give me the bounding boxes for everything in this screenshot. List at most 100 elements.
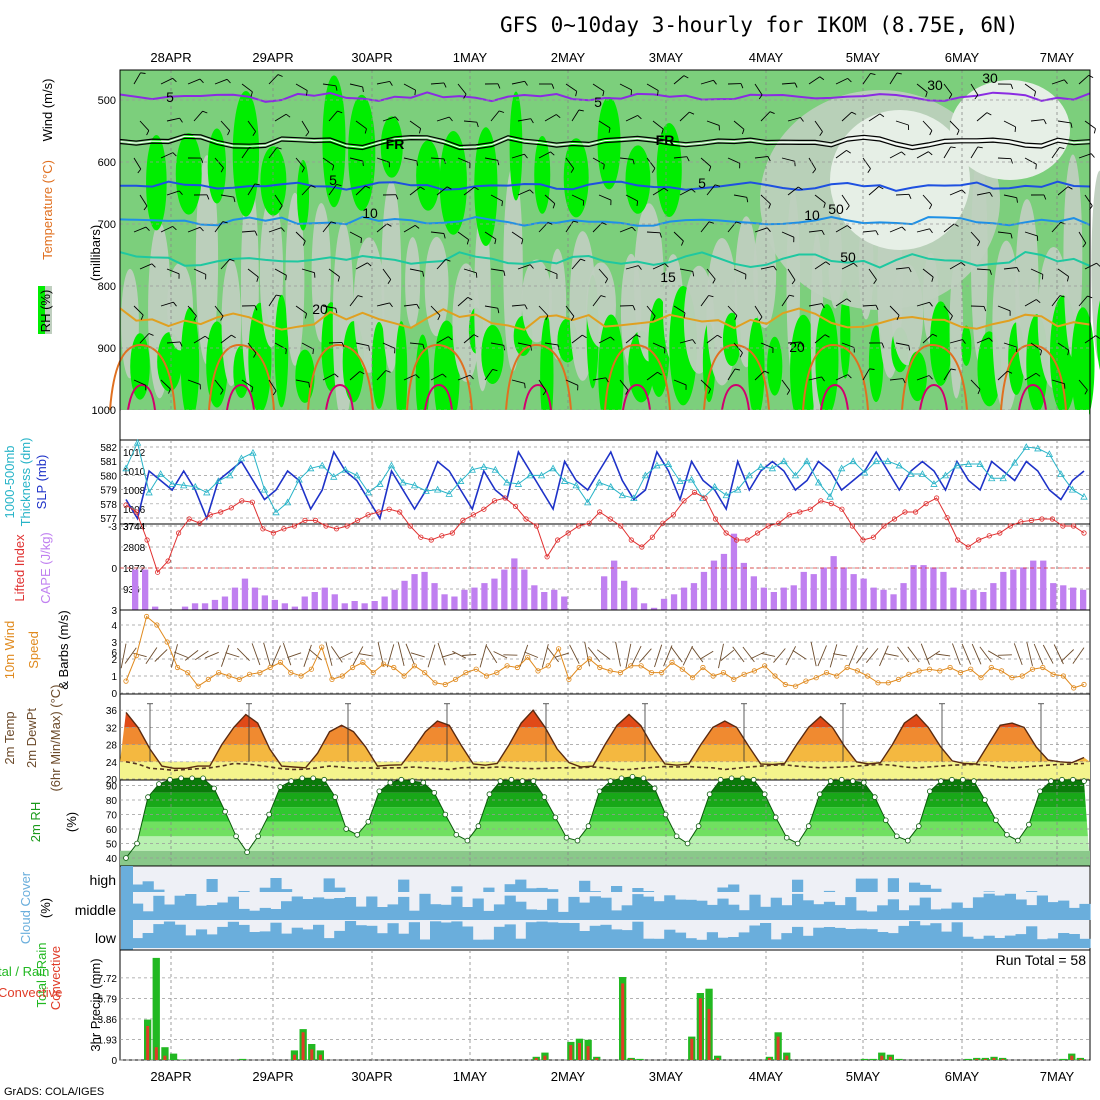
upper-wind-barb — [193, 110, 203, 122]
upper-wind-barb — [295, 231, 306, 242]
upper-tick-1000: 1000 — [92, 405, 116, 417]
cloud-cell-low — [1015, 934, 1027, 948]
upper-wind-barb-flag — [341, 342, 345, 348]
upper-wind-barb — [673, 231, 684, 242]
cloud-cell-middle — [568, 896, 580, 920]
cloud-cell-middle — [1079, 903, 1091, 920]
wind10-speed-point — [391, 664, 397, 671]
cloud-cell-high — [642, 891, 655, 892]
upper-wind-barb-flag — [1016, 197, 1018, 203]
upper-wind-barb — [1078, 74, 1090, 85]
contour-hot-dome-3 — [424, 383, 453, 411]
upper-wind-barb-flag — [962, 339, 966, 344]
cloud-cell-middle — [898, 910, 910, 920]
wind10-speed-point — [1009, 675, 1015, 681]
wind10-barb — [848, 645, 858, 667]
rh-moist-patch-7 — [295, 349, 315, 403]
upper-wind-barb-flag — [302, 240, 306, 246]
cloud-cell-middle — [855, 910, 867, 920]
date-bottom-29APR: 29APR — [252, 1069, 293, 1084]
cape-bar — [341, 603, 348, 610]
cape-bar — [660, 598, 668, 610]
rh-moist-patch-10 — [371, 321, 387, 409]
lifted-index-point — [754, 530, 761, 536]
cloud-cell-middle — [291, 896, 303, 920]
cloud-cell-low — [696, 939, 708, 948]
upper-wind-barb — [214, 78, 228, 85]
rh-upper-moist-5 — [297, 159, 310, 231]
thickness-point — [260, 485, 269, 493]
upper-wind-barb — [754, 83, 763, 96]
cape-bar — [900, 583, 907, 610]
wind10-speed-point — [422, 669, 428, 676]
cloud-cell-low — [1058, 933, 1070, 948]
wind10-speed-point — [978, 675, 984, 681]
upper-wind-barb — [463, 186, 475, 196]
wind10-speed-point — [164, 639, 170, 645]
thickness-point — [122, 464, 130, 472]
wind10-barb — [405, 643, 415, 665]
thickness-point — [514, 480, 523, 487]
cape-bar — [291, 606, 298, 610]
cloud-cell-low — [834, 927, 846, 948]
cloud-cell-low — [738, 932, 750, 948]
wind10-barb — [338, 651, 353, 660]
upper-wind-barb — [889, 305, 900, 316]
upper-wind-barb-flag — [179, 117, 183, 123]
cape-bar — [890, 594, 897, 610]
upper-wind-barb — [727, 368, 736, 381]
wind10-barb — [971, 643, 982, 665]
upper-wind-barb-flag — [279, 205, 283, 211]
cape-bar — [1010, 569, 1017, 610]
upper-wind-barb-flag — [950, 368, 956, 371]
upper-wind-barb — [673, 156, 687, 159]
wind10-barb — [220, 644, 230, 667]
upper-wind-barb — [484, 305, 498, 309]
upper-wind-barb-flag — [252, 131, 256, 136]
cloud-cell-high — [238, 891, 250, 892]
wind10-speed-point — [844, 664, 850, 671]
contour-hot-dome-9 — [1018, 383, 1047, 411]
upper-wind-barb-flag — [691, 188, 696, 193]
upper-wind-barb-flag — [800, 117, 804, 122]
wind10-speed-point — [679, 666, 685, 672]
rh-upper-moist-7 — [348, 94, 376, 211]
upper-wind-barb-flag — [446, 186, 452, 190]
wind10-barb — [810, 641, 817, 667]
cape-bar — [471, 587, 478, 610]
upper-wind-barb — [754, 305, 763, 318]
upper-wind-barb-flag — [443, 233, 446, 239]
wind10-speed-point — [277, 659, 284, 666]
rh2m-point — [882, 817, 889, 824]
upper-wind-barb-flag — [908, 194, 912, 199]
cape-bar — [850, 574, 857, 610]
contour-label-1: 5 — [594, 94, 602, 110]
wind10-barb — [961, 643, 972, 665]
thickness-point — [837, 464, 846, 472]
thickness-tick-581: 581 — [100, 457, 117, 468]
upper-wind-barb — [679, 268, 693, 272]
lifted-index-point — [491, 498, 498, 504]
upper-wind-barb — [571, 109, 580, 122]
wind10-speed-point — [133, 652, 139, 659]
cloud-cell-middle — [972, 897, 985, 920]
upper-wind-barb-flag — [360, 237, 362, 244]
cape-bar — [670, 594, 678, 610]
upper-wind-barb-flag — [767, 156, 771, 162]
thickness-point — [318, 461, 326, 469]
upper-wind-barb-flag — [276, 294, 281, 297]
upper-wind-barb — [139, 333, 150, 344]
upper-wind-barb — [835, 374, 848, 381]
contour-warm-dome-0 — [109, 343, 176, 411]
upper-wind-barb-flag — [1090, 153, 1095, 158]
wind-frame — [119, 609, 1091, 695]
rh2m-point — [805, 823, 812, 829]
upper-wind-barb-flag — [524, 81, 528, 86]
wind10-speed-point — [504, 663, 510, 669]
upper-wind-barb-flag — [394, 116, 399, 121]
upper-wind-barb — [787, 268, 796, 281]
upper-wind-barb — [463, 334, 475, 344]
upper-wind-barb — [619, 226, 633, 233]
rh2m-point — [552, 814, 559, 821]
